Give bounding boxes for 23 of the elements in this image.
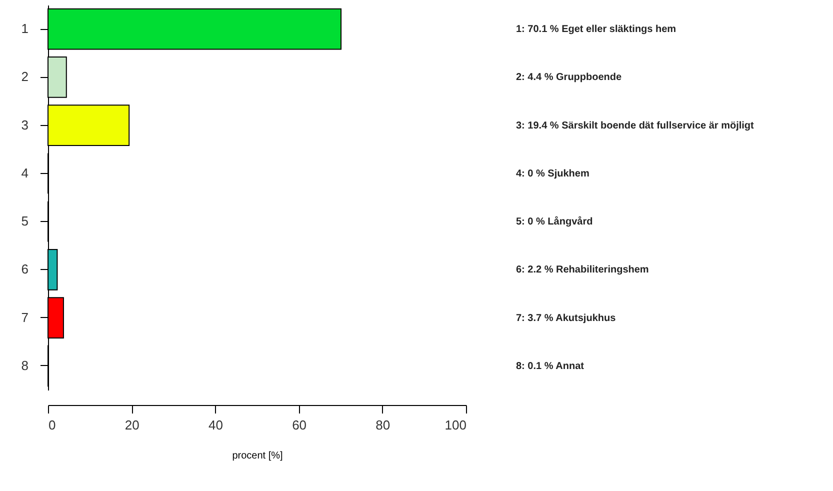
- text: 1: 70.1 % Eget eller släktings hem: [516, 24, 676, 36]
- y-tick-label: 7: [21, 310, 28, 325]
- x-tick-label: 0: [48, 418, 56, 432]
- text: 7: 3.7 % Akutsjukhus: [516, 312, 616, 324]
- y-tick-label: 1: [21, 21, 28, 36]
- x-tick-label: 60: [292, 418, 307, 432]
- y-tick-label: 3: [21, 117, 28, 132]
- y-tick-label: 2: [21, 69, 28, 84]
- x-tick-label: 80: [376, 418, 390, 432]
- y-tick-label: 8: [21, 358, 28, 373]
- text: 3: 19.4 % Särskilt boende dät fullservice är möjligt: [516, 120, 755, 132]
- x-tick-label: 20: [124, 418, 140, 432]
- text: 5: 0 % Långvård: [516, 216, 593, 228]
- text: 4: 0 % Sjukhem: [516, 168, 590, 180]
- text: 6: 2.2 % Rehabiliteringshem: [516, 264, 649, 276]
- text: 8: 0.1 % Annat: [516, 360, 585, 372]
- y-tick-label: 4: [21, 165, 28, 180]
- text: 2: 4.4 % Gruppboende: [516, 72, 622, 84]
- x-axis-title: procent [%]: [232, 450, 284, 462]
- y-tick-label: 5: [21, 214, 28, 229]
- x-tick-label: 40: [208, 418, 223, 432]
- x-tick-label: 100: [444, 418, 466, 432]
- y-tick-label: 6: [21, 262, 28, 277]
